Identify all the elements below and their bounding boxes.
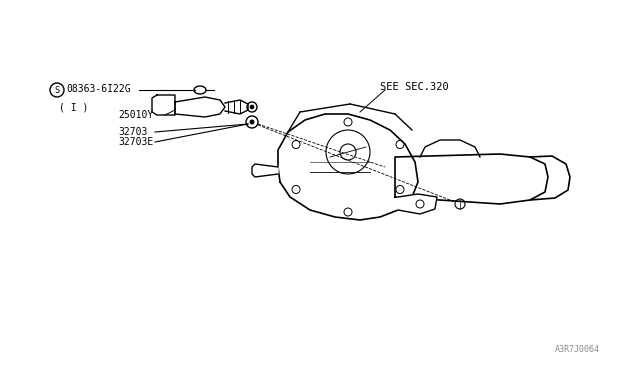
Polygon shape — [395, 154, 548, 204]
Text: SEE SEC.320: SEE SEC.320 — [380, 82, 449, 92]
Polygon shape — [530, 156, 570, 200]
Polygon shape — [278, 114, 418, 220]
Polygon shape — [225, 100, 248, 114]
Text: S: S — [54, 86, 60, 94]
Text: 25010Y: 25010Y — [118, 110, 153, 120]
Circle shape — [250, 120, 254, 124]
Polygon shape — [152, 95, 175, 115]
Text: A3R7J0064: A3R7J0064 — [555, 345, 600, 354]
Text: ( I ): ( I ) — [59, 102, 88, 112]
Polygon shape — [175, 97, 225, 117]
Text: 32703E: 32703E — [118, 137, 153, 147]
Circle shape — [250, 105, 254, 109]
Polygon shape — [398, 194, 437, 214]
Text: 08363-6I22G: 08363-6I22G — [66, 84, 131, 94]
Text: 32703: 32703 — [118, 127, 147, 137]
Polygon shape — [420, 140, 480, 157]
Polygon shape — [252, 164, 278, 177]
